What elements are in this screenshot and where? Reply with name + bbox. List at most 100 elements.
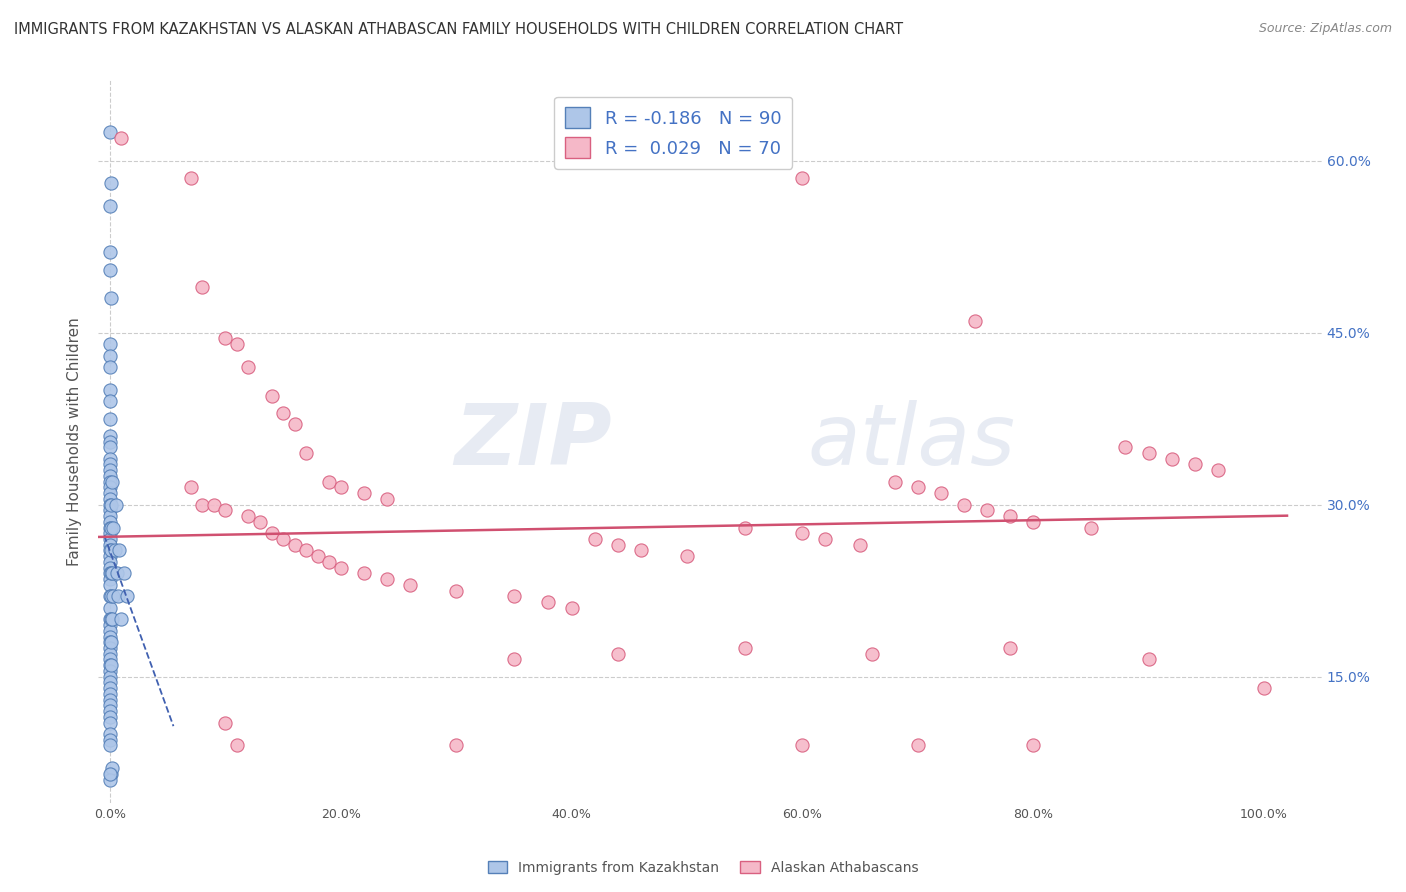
Point [98,199,121,213]
Point [295,446,318,460]
Point [98,125,121,139]
Point [108,543,131,558]
Point [883,475,905,489]
Point [214,331,236,345]
Point [98,486,121,500]
Point [953,498,976,512]
Point [98,640,121,655]
Point [98,440,121,454]
Point [98,664,121,678]
Text: atlas: atlas [808,400,1017,483]
Text: ZIP: ZIP [454,400,612,483]
Point [353,486,375,500]
Point [214,715,236,730]
Point [104,498,127,512]
Point [100,767,122,781]
Point [100,612,122,626]
Point [318,555,340,569]
Point [98,429,121,443]
Point [98,475,121,489]
Point [98,635,121,649]
Point [792,170,814,185]
Point [100,543,122,558]
Point [583,532,606,546]
Point [444,739,467,753]
Point [284,417,307,432]
Point [561,600,583,615]
Point [98,600,121,615]
Point [225,739,247,753]
Point [792,526,814,541]
Y-axis label: Family Households with Children: Family Households with Children [67,318,83,566]
Point [1114,440,1136,454]
Point [537,595,560,609]
Point [399,578,422,592]
Point [191,279,214,293]
Point [98,692,121,706]
Point [98,491,121,506]
Point [849,538,872,552]
Point [284,538,307,552]
Point [976,503,998,517]
Point [98,578,121,592]
Point [110,130,132,145]
Point [98,515,121,529]
Point [98,509,121,524]
Point [98,394,121,409]
Point [271,406,294,420]
Point [998,640,1021,655]
Point [98,618,121,632]
Point [98,652,121,666]
Point [444,583,467,598]
Point [101,566,124,581]
Point [98,480,121,494]
Point [98,630,121,644]
Point [318,475,340,489]
Point [375,572,398,586]
Point [98,538,121,552]
Point [260,389,283,403]
Point [238,359,260,374]
Point [734,520,756,534]
Point [98,434,121,449]
Point [998,509,1021,524]
Point [907,739,929,753]
Point [100,658,122,673]
Point [100,635,122,649]
Point [1022,739,1045,753]
Point [676,549,699,564]
Point [191,498,214,512]
Point [329,560,352,574]
Point [98,458,121,472]
Point [1137,446,1160,460]
Point [98,710,121,724]
Point [606,647,628,661]
Point [105,566,128,581]
Point [630,543,652,558]
Point [860,647,883,661]
Point [202,498,225,512]
Point [98,498,121,512]
Point [98,772,121,787]
Point [1253,681,1275,695]
Point [98,670,121,684]
Point [98,715,121,730]
Point [107,590,129,604]
Point [98,647,121,661]
Point [100,520,122,534]
Point [307,549,329,564]
Point [225,337,247,351]
Point [98,727,121,741]
Point [260,526,283,541]
Point [100,498,122,512]
Point [98,469,121,483]
Point [929,486,952,500]
Legend: R = -0.186   N = 90, R =  0.029   N = 70: R = -0.186 N = 90, R = 0.029 N = 70 [554,96,793,169]
Point [180,170,202,185]
Point [98,503,121,517]
Point [792,739,814,753]
Point [98,555,121,569]
Point [98,681,121,695]
Legend: Immigrants from Kazakhstan, Alaskan Athabascans: Immigrants from Kazakhstan, Alaskan Atha… [482,855,924,880]
Point [734,640,756,655]
